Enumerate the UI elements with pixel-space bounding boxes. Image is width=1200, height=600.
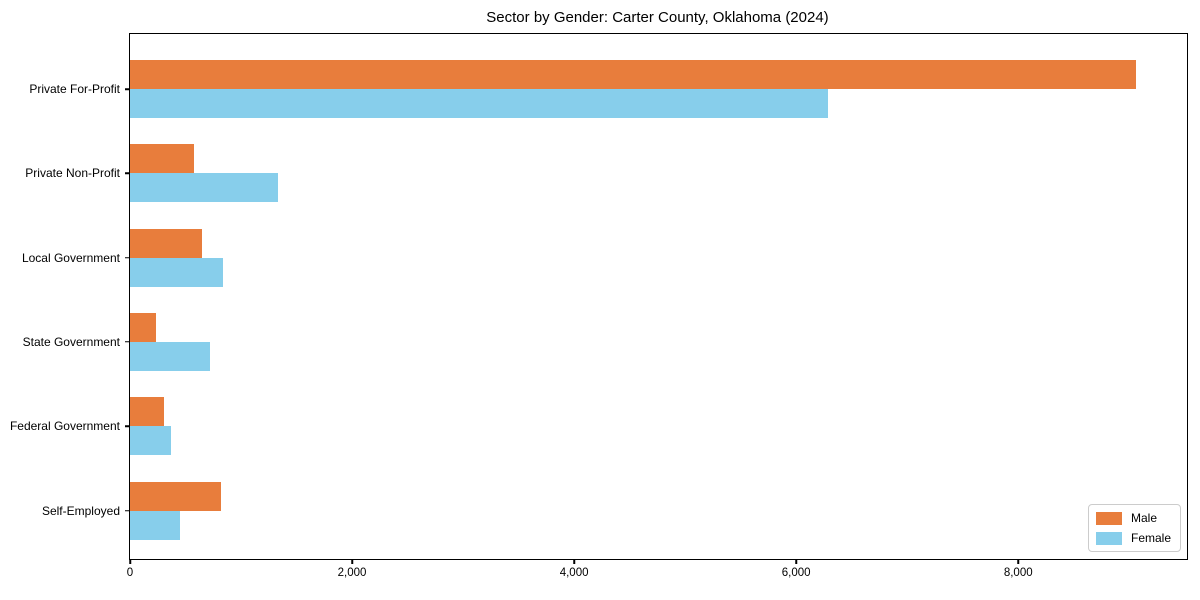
bar-male-3 — [130, 312, 156, 342]
legend-label-male: Male — [1130, 511, 1157, 525]
x-tick-mark — [795, 559, 797, 564]
bar-male-4 — [130, 397, 165, 427]
bar-female-5 — [130, 510, 180, 540]
chart-title: Sector by Gender: Carter County, Oklahom… — [486, 9, 829, 26]
x-axis-tick-label: 2,000 — [337, 567, 367, 579]
legend-entry-male: Male — [1095, 511, 1171, 525]
legend: Male Female — [1087, 504, 1181, 552]
x-tick-mark — [351, 559, 353, 564]
bar-female-2 — [130, 257, 224, 287]
bar-male-2 — [130, 228, 203, 258]
legend-swatch-male — [1095, 511, 1122, 525]
y-tick-mark — [125, 172, 130, 175]
y-tick-mark — [125, 425, 130, 427]
x-tick-mark — [1017, 559, 1019, 564]
y-axis-category-label: State Government — [22, 334, 120, 349]
x-tick-mark — [129, 559, 131, 564]
bar-male-0 — [130, 60, 1136, 89]
y-axis-category-label: Private Non-Profit — [25, 166, 120, 181]
x-axis-tick-label: 8,000 — [1003, 567, 1033, 579]
y-axis-category-label: Private For-Profit — [29, 82, 120, 96]
y-axis-category-label: Self-Employed — [41, 503, 120, 518]
legend-entry-female: Female — [1095, 531, 1171, 545]
y-tick-mark — [125, 88, 130, 90]
bar-female-1 — [130, 173, 278, 203]
legend-swatch-female — [1095, 531, 1122, 545]
y-tick-mark — [125, 509, 130, 512]
bar-male-1 — [130, 144, 195, 174]
bar-male-5 — [130, 481, 222, 511]
x-axis-tick-label: 4,000 — [559, 567, 589, 579]
x-axis-tick-label: 0 — [126, 567, 134, 579]
legend-label-female: Female — [1130, 531, 1171, 545]
y-tick-mark — [125, 256, 130, 259]
y-axis-category-label: Federal Government — [9, 419, 120, 434]
y-tick-mark — [125, 341, 130, 343]
bar-female-3 — [130, 341, 210, 371]
bar-female-4 — [130, 426, 172, 456]
y-axis-category-label: Local Government — [21, 250, 120, 265]
plot-area: Male Female Private For-Profit Private No… — [10, 33, 1188, 579]
x-axis-tick-label: 6,000 — [781, 567, 811, 579]
x-tick-mark — [573, 559, 575, 564]
bar-female-0 — [130, 89, 829, 118]
